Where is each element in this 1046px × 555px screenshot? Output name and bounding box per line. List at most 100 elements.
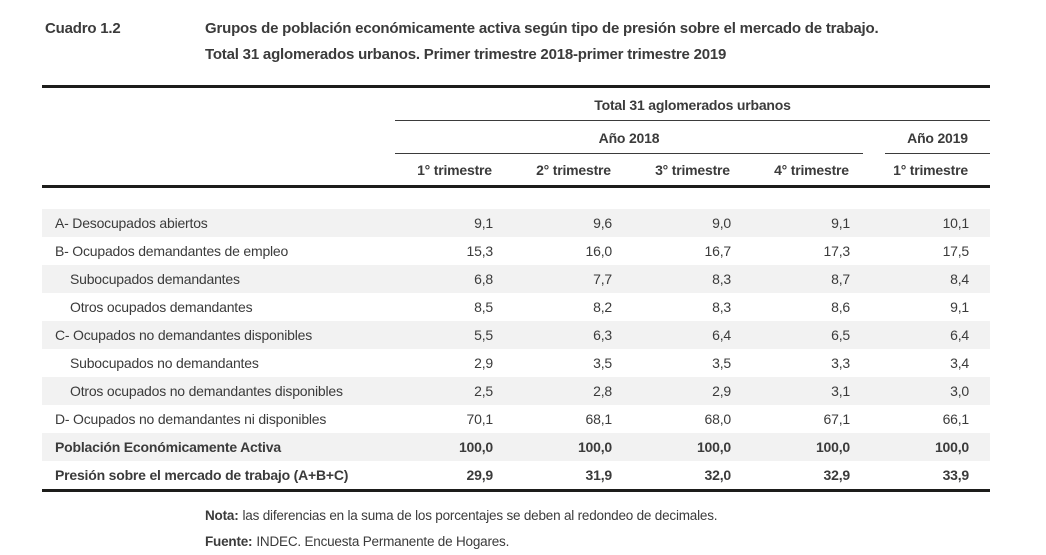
table-title: Grupos de población económicamente activ… [205, 16, 1005, 68]
cell-value: 31,9 [514, 461, 633, 492]
statistics-table: Total 31 aglomerados urbanos Año 2018 Añ… [42, 85, 991, 492]
cell-value: 5,5 [395, 321, 514, 349]
cell-value: 100,0 [514, 433, 633, 461]
cell-value: 7,7 [514, 265, 633, 293]
header-row-group: Total 31 aglomerados urbanos [42, 85, 991, 121]
table-row-total: Población Económicamente Activa 100,0 10… [42, 433, 991, 461]
cell-value: 8,5 [474, 299, 493, 315]
note-text: las diferencias en la suma de los porcen… [242, 508, 718, 523]
table-row: A- Desocupados abiertos 9,1 9,6 9,0 9,1 … [42, 209, 991, 237]
table-row: D- Ocupados no demandantes ni disponible… [42, 405, 990, 433]
quarter-header: 3° trimestre [633, 154, 752, 188]
cell-value: 9,1 [752, 209, 871, 237]
cell-value: 100,0 [633, 433, 752, 461]
cell-value: 9,6 [514, 209, 633, 237]
header-row-quarters: 1° trimestre 2° trimestre 3° trimestre 4… [42, 154, 991, 188]
cell-value: 10,1 [871, 209, 991, 237]
spacer-row [42, 186, 991, 209]
cell-value: 6,4 [633, 321, 752, 349]
cell-value: 100,0 [871, 433, 991, 461]
year-2019-header-cell: Año 2019 [871, 121, 991, 154]
cell-value: 16,0 [585, 243, 613, 259]
cell-value: 9,0 [633, 209, 752, 237]
quarter-header: 1° trimestre [395, 154, 514, 188]
header-stub [42, 121, 395, 154]
quarter-header: 4° trimestre [752, 154, 871, 188]
header-stub [42, 154, 395, 188]
cell-value: 29,9 [395, 461, 514, 492]
row-label: B- Ocupados demandantes de empleo [55, 243, 289, 259]
quarter-header: 2° trimestre [514, 154, 633, 188]
cell-value: 2,8 [514, 377, 633, 405]
cell-value: 100,0 [395, 433, 514, 461]
row-label: Subocupados demandantes [42, 265, 395, 293]
cell-value: 70,1 [466, 411, 494, 427]
year-2019-label: Año 2019 [885, 130, 991, 154]
table-row: Otros ocupados demandantes 8,5 8,2 8,3 8… [42, 293, 990, 321]
source-text: INDEC. Encuesta Permanente de Hogares. [256, 534, 510, 549]
table-row: Subocupados demandantes 6,8 7,7 8,3 8,7 … [42, 265, 991, 293]
row-label: A- Desocupados abiertos [42, 209, 395, 237]
source-line: Fuente: INDEC. Encuesta Permanente de Hog… [205, 529, 1046, 555]
row-label: Otros ocupados demandantes [70, 299, 253, 315]
cell-value: 3,5 [712, 355, 731, 371]
table-row: Subocupados no demandantes 2,9 3,5 3,5 3… [42, 349, 990, 377]
cell-value: 6,5 [752, 321, 871, 349]
note-line: Nota: las diferencias en la suma de los p… [205, 503, 1046, 529]
cell-value: 8,2 [593, 299, 612, 315]
cell-value: 32,9 [752, 461, 871, 492]
row-label: Presión sobre el mercado de trabajo (A+B… [42, 461, 395, 492]
row-label: Subocupados no demandantes [70, 355, 259, 371]
cell-value: 17,5 [942, 243, 970, 259]
cell-value: 9,1 [395, 209, 514, 237]
table-title-line1: Grupos de población económicamente activ… [205, 20, 879, 37]
group-header-label: Total 31 aglomerados urbanos [395, 97, 991, 121]
header-row-years: Año 2018 Año 2019 [42, 121, 991, 154]
cell-value: 8,3 [712, 299, 731, 315]
cell-value: 2,9 [633, 377, 752, 405]
row-label: D- Ocupados no demandantes ni disponible… [55, 411, 327, 427]
cell-value: 3,4 [950, 355, 970, 371]
table-title-line2: Total 31 aglomerados urbanos. Primer tri… [205, 46, 727, 63]
year-2018-header-cell: Año 2018 [395, 121, 871, 154]
cell-value: 67,1 [823, 411, 851, 427]
row-label: Otros ocupados no demandantes disponible… [42, 377, 395, 405]
cell-value: 8,7 [752, 265, 871, 293]
header-stub [42, 85, 395, 121]
table-row: C- Ocupados no demandantes disponibles 5… [42, 321, 991, 349]
source-label: Fuente: [205, 534, 253, 549]
column-group-header-cell: Total 31 aglomerados urbanos [395, 85, 991, 121]
cell-value: 3,5 [593, 355, 612, 371]
cell-value: 66,1 [942, 411, 970, 427]
note-label: Nota: [205, 508, 239, 523]
quarter-header: 1° trimestre [871, 154, 991, 188]
cell-value: 100,0 [752, 433, 871, 461]
cell-value: 6,3 [514, 321, 633, 349]
table-number: Cuadro 1.2 [45, 20, 121, 37]
row-label: Población Económicamente Activa [42, 433, 395, 461]
row-label: C- Ocupados no demandantes disponibles [42, 321, 395, 349]
cell-value: 3,0 [871, 377, 991, 405]
cell-value: 6,4 [871, 321, 991, 349]
cell-value: 68,1 [585, 411, 613, 427]
cell-value: 32,0 [633, 461, 752, 492]
cell-value: 8,4 [871, 265, 991, 293]
year-2018-label: Año 2018 [395, 130, 863, 154]
table-row-pressure: Presión sobre el mercado de trabajo (A+B… [42, 461, 991, 492]
cell-value: 3,1 [752, 377, 871, 405]
cell-value: 17,3 [823, 243, 851, 259]
cell-value: 2,9 [474, 355, 493, 371]
cell-value: 8,6 [831, 299, 850, 315]
table-title-block: Cuadro 1.2 Grupos de población económica… [0, 0, 1046, 68]
cell-value: 3,3 [831, 355, 850, 371]
cell-value: 2,5 [395, 377, 514, 405]
table-notes: Nota: las diferencias en la suma de los p… [205, 503, 1046, 555]
cell-value: 6,8 [395, 265, 514, 293]
cell-value: 16,7 [704, 243, 732, 259]
cell-value: 33,9 [871, 461, 991, 492]
table-row: Otros ocupados no demandantes disponible… [42, 377, 991, 405]
cell-value: 9,1 [950, 299, 970, 315]
table-row: B- Ocupados demandantes de empleo 15,3 1… [42, 237, 990, 265]
cell-value: 8,3 [633, 265, 752, 293]
